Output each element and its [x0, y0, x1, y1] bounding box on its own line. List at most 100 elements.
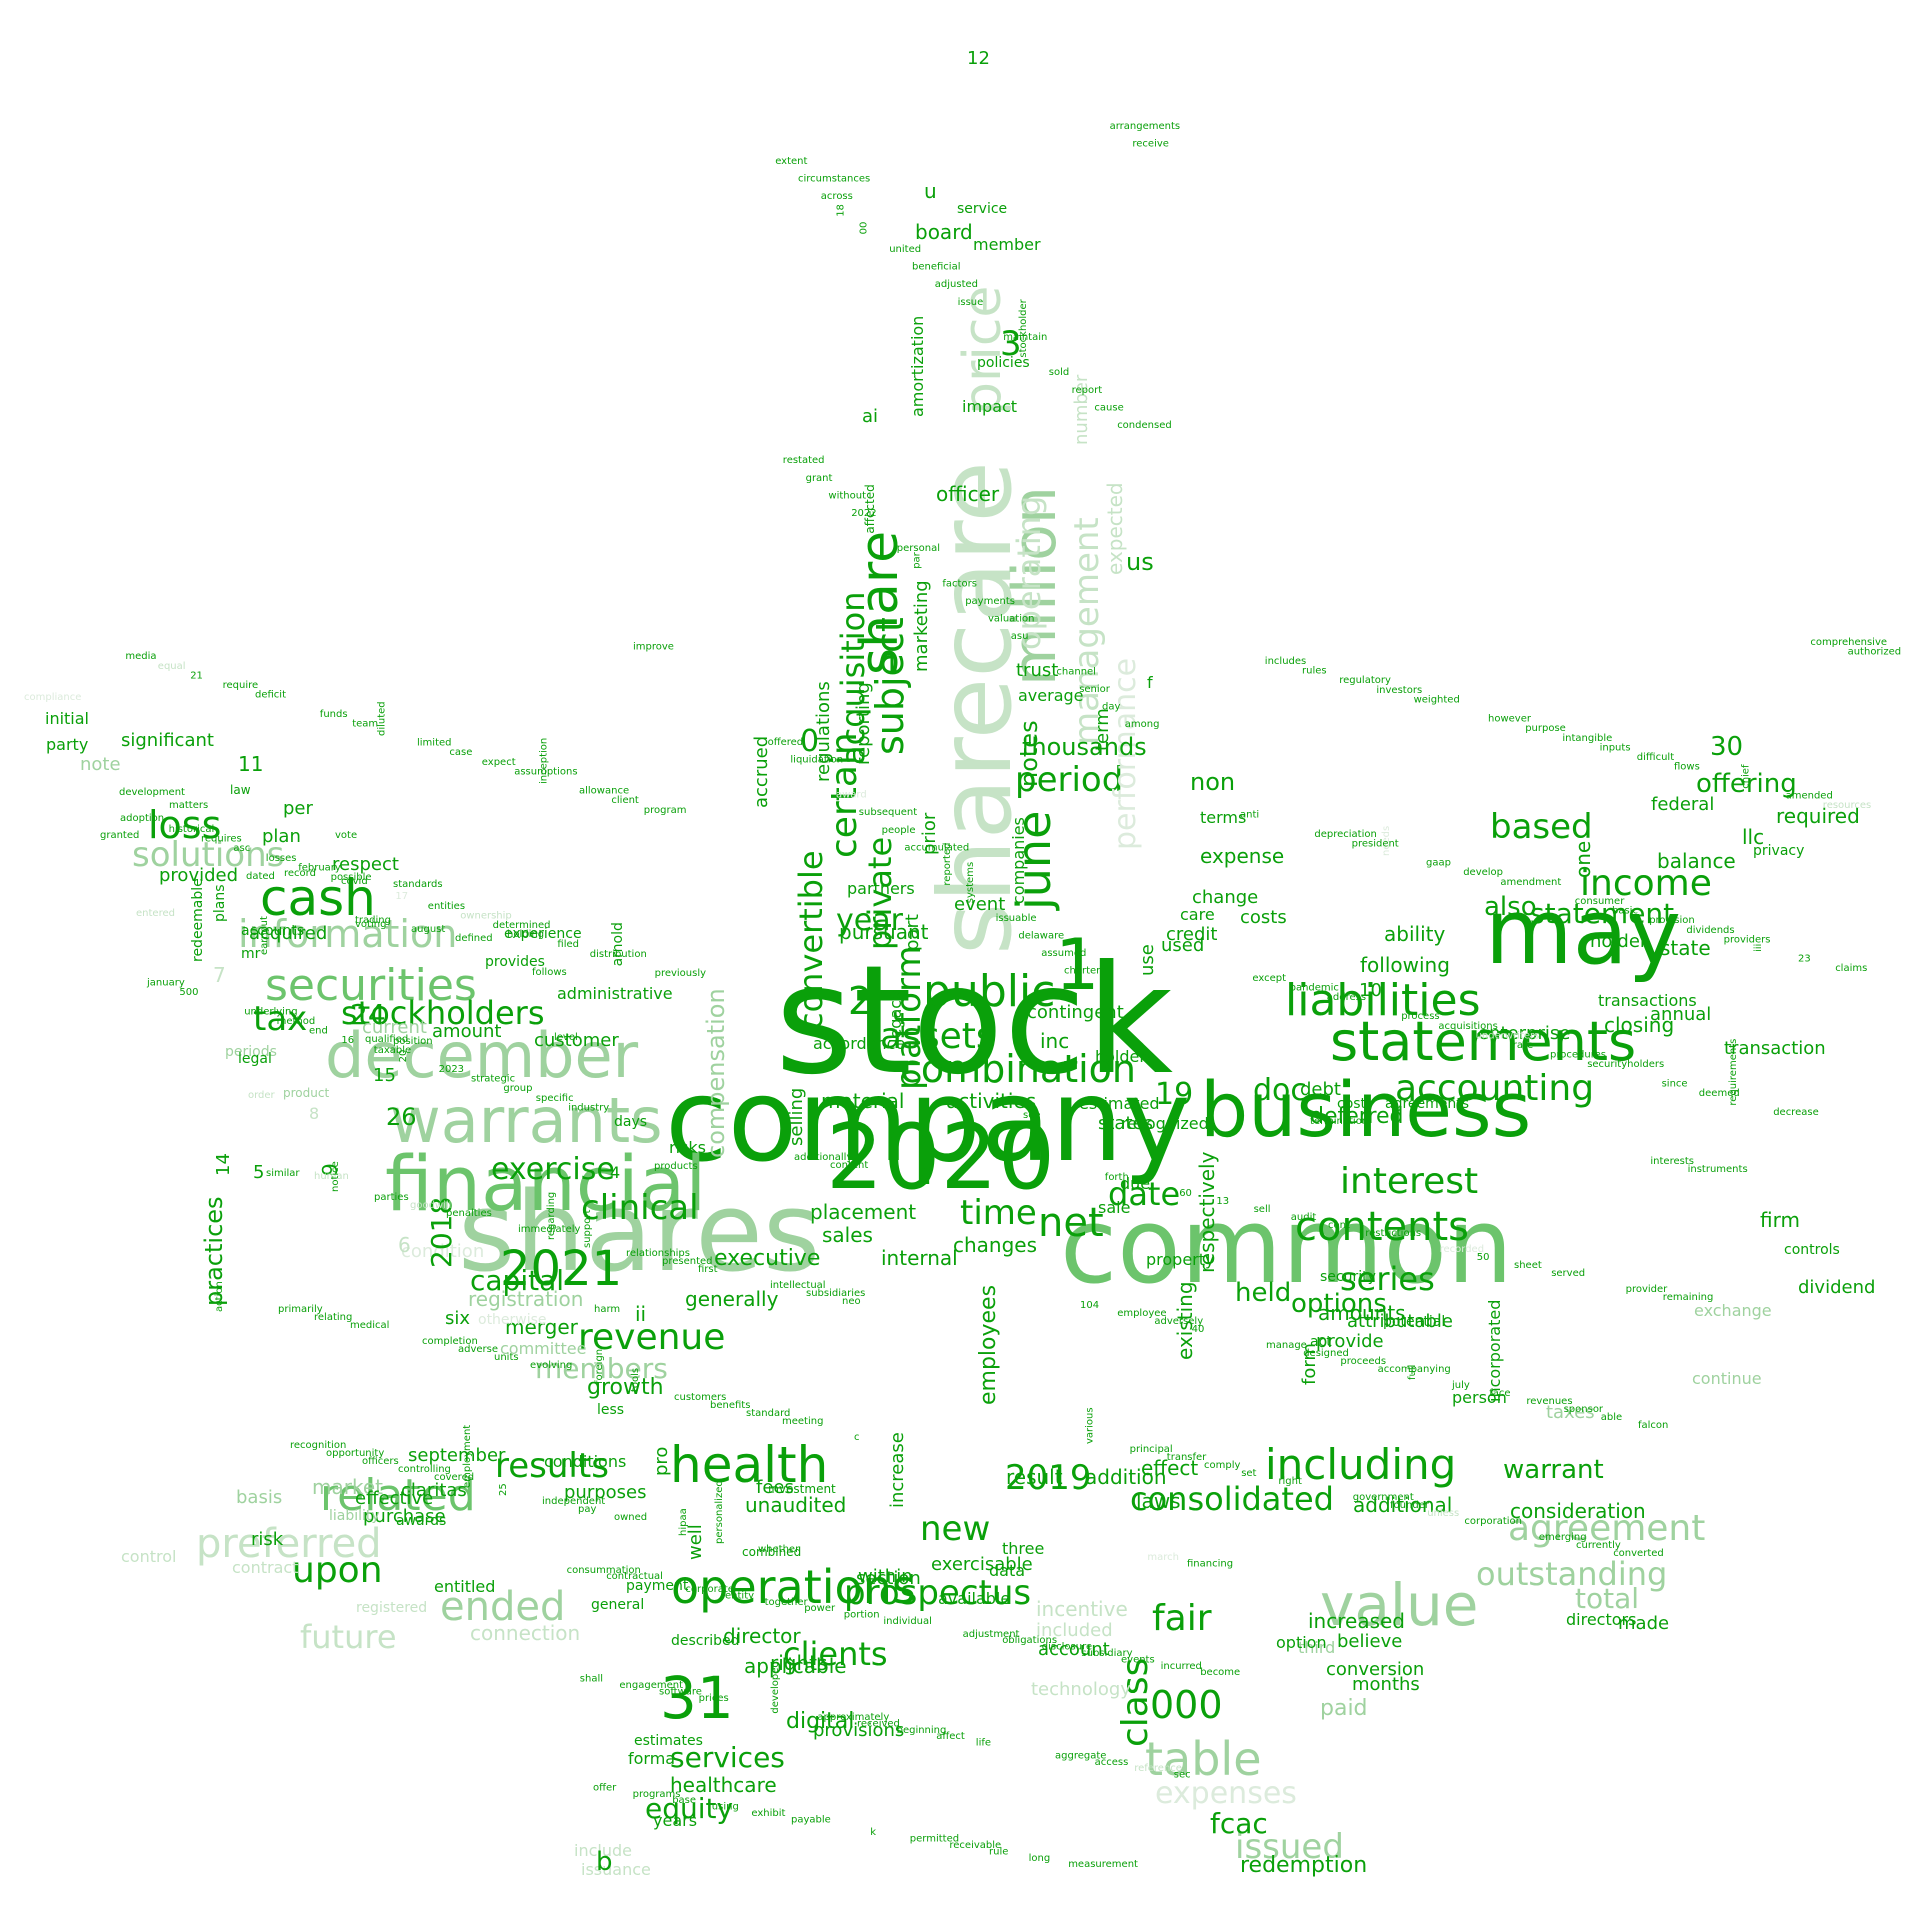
word-26: combination	[900, 1047, 1136, 1091]
word-348: cause	[1094, 402, 1123, 413]
word-73: series	[1340, 1260, 1435, 1298]
word-151: member	[973, 235, 1041, 254]
word-408: factors	[942, 578, 977, 589]
word-437: k	[870, 1827, 876, 1838]
word-303: termination	[1310, 1116, 1368, 1127]
word-279: product	[283, 1086, 329, 1100]
word-483: first	[698, 1264, 718, 1275]
word-506: decrease	[1773, 1107, 1819, 1118]
word-542: except	[1252, 973, 1286, 984]
word-23: 2021	[500, 1241, 622, 1297]
word-360: valuation	[988, 614, 1034, 625]
word-446: process	[1401, 1011, 1439, 1022]
word-475: deficit	[255, 690, 286, 701]
word-385: end	[309, 1026, 328, 1037]
word-361: client	[611, 795, 639, 806]
word-200: third	[1298, 1638, 1335, 1657]
word-362: investors	[1376, 685, 1422, 696]
word-3: common	[1060, 1185, 1513, 1307]
word-149: ai	[862, 406, 878, 427]
word-350: procedures	[1550, 1050, 1606, 1061]
word-353: portion	[844, 1610, 880, 1621]
word-54: convertible	[792, 850, 830, 1030]
word-230: entitled	[434, 1577, 495, 1596]
word-383: disclosure	[1042, 1642, 1092, 1653]
word-290: 19	[1155, 1077, 1193, 1112]
word-341: long	[1029, 1853, 1051, 1864]
word-282: 4	[610, 1163, 620, 1182]
word-501: penalties	[446, 1208, 492, 1219]
word-176: transaction	[1724, 1038, 1826, 1059]
word-359: exhibit	[751, 1808, 785, 1819]
word-88: warrant	[1503, 1455, 1604, 1485]
word-342: offered	[768, 737, 804, 748]
word-111: respectively	[1195, 1151, 1219, 1273]
word-323: holding	[507, 929, 544, 940]
word-169: ability	[1384, 922, 1445, 946]
word-391: asc	[233, 843, 250, 854]
word-370: sheet	[1514, 1260, 1542, 1271]
word-104: inc	[1040, 1029, 1069, 1053]
word-152: service	[957, 201, 1007, 217]
word-439: historical	[169, 824, 215, 835]
word-193: taxes	[1546, 1402, 1595, 1423]
word-223: purposes	[564, 1482, 647, 1503]
word-143: regulations	[813, 681, 834, 782]
word-466: restrictions	[1365, 1228, 1421, 1239]
word-291: 24	[350, 998, 386, 1031]
word-75: time	[960, 1193, 1037, 1233]
word-77: fcac	[1210, 1807, 1268, 1840]
word-189: act	[1310, 1334, 1332, 1350]
word-224: conditions	[544, 1452, 626, 1471]
word-459: covered	[434, 1472, 474, 1483]
word-324: follows	[532, 967, 567, 978]
word-274: experience	[504, 926, 582, 942]
word-175: annual	[1650, 1004, 1711, 1025]
word-142: prior	[919, 812, 940, 855]
word-507: officers	[362, 1456, 399, 1467]
word-240: include	[574, 1841, 632, 1860]
word-116: executive	[714, 1246, 820, 1271]
word-463: 20	[398, 1050, 409, 1063]
word-405: support	[582, 1210, 593, 1248]
word-571: media	[125, 651, 156, 662]
word-215: result	[1006, 1465, 1063, 1489]
word-321: defined	[455, 933, 493, 944]
word-229: control	[121, 1547, 176, 1566]
word-519: additionally	[794, 1152, 852, 1163]
word-125: ii	[635, 1302, 646, 1326]
word-306: compliance	[24, 692, 81, 703]
word-259: amount	[432, 1021, 501, 1042]
word-51: certain	[824, 732, 865, 858]
word-137: estimated	[1079, 1094, 1160, 1113]
word-263: acquired	[249, 923, 327, 944]
word-244: investment	[768, 1482, 836, 1496]
word-335: events	[1121, 1654, 1155, 1665]
word-234: applicable	[744, 1654, 847, 1678]
word-262: mr	[241, 946, 261, 962]
word-211: redemption	[1240, 1853, 1367, 1878]
word-579: regarding	[546, 1192, 557, 1240]
word-336: across	[821, 191, 853, 202]
word-528: delaware	[1018, 930, 1064, 941]
word-289: 15	[373, 1065, 396, 1086]
word-379: diluted	[377, 701, 388, 736]
word-472: right	[1278, 1476, 1302, 1487]
word-30: interest	[1340, 1161, 1478, 1202]
word-61: prospectus	[844, 1573, 1031, 1613]
word-166: companies	[1009, 817, 1028, 904]
word-179: llc	[1742, 825, 1764, 849]
word-168: use	[1137, 944, 1158, 976]
word-531: relationships	[626, 1248, 690, 1259]
word-312: vote	[335, 830, 357, 841]
word-108: sale	[1098, 1198, 1130, 1217]
word-316: entered	[136, 908, 175, 919]
word-438: channel	[1056, 666, 1096, 677]
word-7: business	[1200, 1065, 1531, 1154]
word-487: program	[644, 805, 687, 816]
word-87: total	[1575, 1582, 1639, 1615]
word-93: amounts	[1318, 1301, 1406, 1325]
word-37: ended	[440, 1584, 565, 1630]
word-144: accrued	[751, 736, 772, 808]
